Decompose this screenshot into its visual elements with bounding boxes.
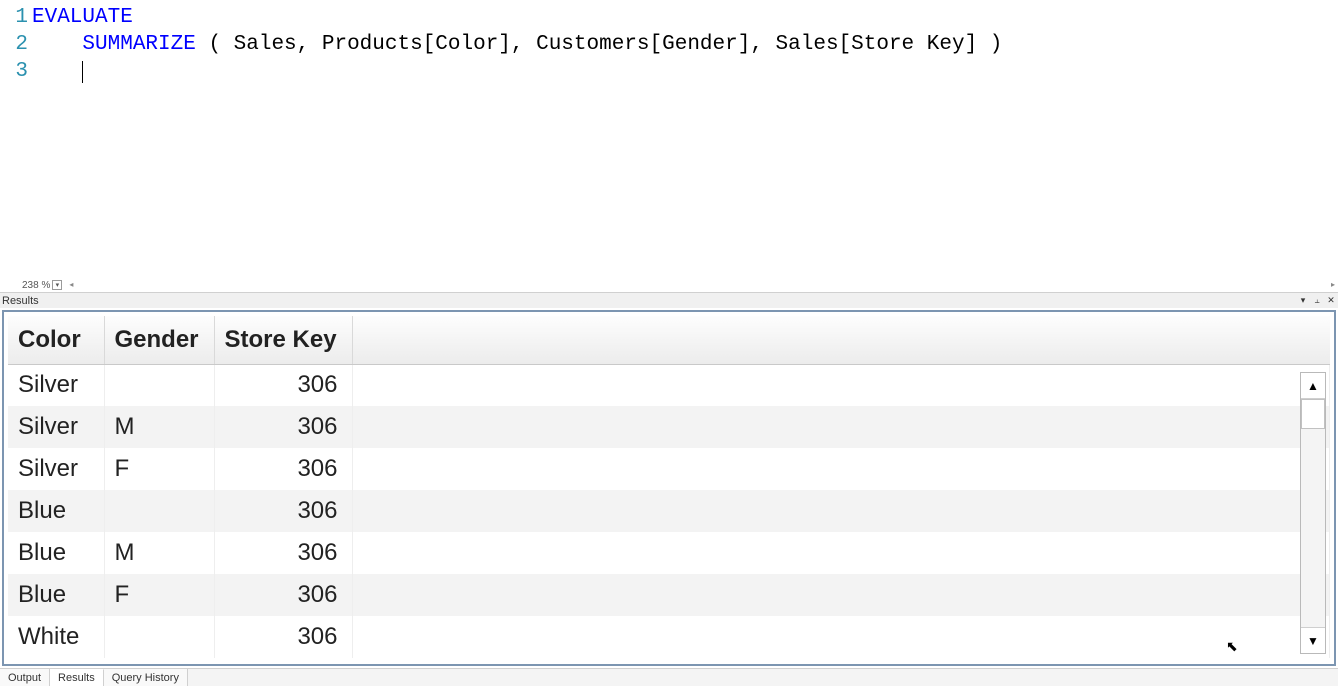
code-line[interactable]: 3: [0, 58, 1338, 85]
table-cell[interactable]: [104, 364, 214, 406]
table-cell[interactable]: [352, 490, 1330, 532]
hscroll-right-icon[interactable]: ▸: [1328, 280, 1338, 290]
table-cell[interactable]: 306: [214, 532, 352, 574]
text-cursor: [82, 61, 83, 83]
line-number: 2: [0, 31, 32, 58]
table-row[interactable]: Blue 306: [8, 490, 1330, 532]
table-row[interactable]: BlueM306: [8, 532, 1330, 574]
scroll-up-button[interactable]: ▲: [1301, 373, 1325, 399]
table-cell[interactable]: [352, 448, 1330, 490]
table-row[interactable]: SilverF306: [8, 448, 1330, 490]
table-cell[interactable]: [352, 616, 1330, 658]
table-cell[interactable]: Silver: [8, 364, 104, 406]
table-cell[interactable]: 306: [214, 574, 352, 616]
panel-pin-icon[interactable]: ⫠: [1310, 294, 1324, 308]
table-cell[interactable]: Blue: [8, 574, 104, 616]
table-cell[interactable]: F: [104, 448, 214, 490]
hscroll-left-icon[interactable]: ◂: [66, 280, 76, 290]
code-content[interactable]: [32, 58, 1338, 85]
scroll-down-button[interactable]: ▼: [1301, 627, 1325, 653]
results-panel-title: Results: [2, 295, 39, 307]
table-cell[interactable]: [104, 490, 214, 532]
table-cell[interactable]: 306: [214, 406, 352, 448]
code-line[interactable]: 1EVALUATE: [0, 4, 1338, 31]
editor-status-bar: 238 % ▾ ◂ ▸: [0, 278, 1338, 292]
results-grid-container: Color Gender Store Key Silver306SilverM3…: [2, 310, 1336, 666]
panel-close-icon[interactable]: ✕: [1324, 294, 1338, 308]
scroll-track[interactable]: [1301, 399, 1325, 627]
table-cell[interactable]: [352, 574, 1330, 616]
line-number: 1: [0, 4, 32, 31]
zoom-control[interactable]: 238 % ▾: [18, 280, 66, 291]
panel-menu-icon[interactable]: ▾: [1296, 294, 1310, 308]
col-header-empty: [352, 316, 1330, 364]
table-cell[interactable]: Blue: [8, 490, 104, 532]
tab-query-history[interactable]: Query History: [104, 669, 188, 686]
results-panel-header: Results ▾ ⫠ ✕: [0, 292, 1338, 308]
table-cell[interactable]: White: [8, 616, 104, 658]
table-row[interactable]: SilverM306: [8, 406, 1330, 448]
code-content[interactable]: SUMMARIZE ( Sales, Products[Color], Cust…: [32, 31, 1338, 58]
table-cell[interactable]: [352, 364, 1330, 406]
results-table[interactable]: Color Gender Store Key Silver306SilverM3…: [8, 316, 1330, 658]
code-line[interactable]: 2 SUMMARIZE ( Sales, Products[Color], Cu…: [0, 31, 1338, 58]
col-header-gender[interactable]: Gender: [104, 316, 214, 364]
table-cell[interactable]: [352, 532, 1330, 574]
table-cell[interactable]: [352, 406, 1330, 448]
code-lines[interactable]: 1EVALUATE2 SUMMARIZE ( Sales, Products[C…: [0, 0, 1338, 85]
hscroll-track[interactable]: [78, 280, 1326, 290]
table-header-row: Color Gender Store Key: [8, 316, 1330, 364]
scroll-thumb[interactable]: [1301, 399, 1325, 429]
table-row[interactable]: Silver 306: [8, 364, 1330, 406]
table-cell[interactable]: 306: [214, 616, 352, 658]
zoom-value: 238 %: [22, 280, 50, 291]
table-cell[interactable]: [104, 616, 214, 658]
table-cell[interactable]: F: [104, 574, 214, 616]
tab-results[interactable]: Results: [50, 669, 104, 686]
results-vscrollbar[interactable]: ▲ ▼: [1300, 372, 1326, 654]
table-cell[interactable]: 306: [214, 364, 352, 406]
col-header-storekey[interactable]: Store Key: [214, 316, 352, 364]
table-cell[interactable]: Blue: [8, 532, 104, 574]
table-row[interactable]: White 306: [8, 616, 1330, 658]
bottom-tab-strip: OutputResultsQuery History: [0, 668, 1338, 686]
zoom-dropdown-icon[interactable]: ▾: [52, 280, 62, 290]
table-cell[interactable]: Silver: [8, 406, 104, 448]
col-header-color[interactable]: Color: [8, 316, 104, 364]
table-cell[interactable]: Silver: [8, 448, 104, 490]
table-cell[interactable]: 306: [214, 448, 352, 490]
code-editor[interactable]: 1EVALUATE2 SUMMARIZE ( Sales, Products[C…: [0, 0, 1338, 292]
code-content[interactable]: EVALUATE: [32, 4, 1338, 31]
table-cell[interactable]: M: [104, 406, 214, 448]
line-number: 3: [0, 58, 32, 85]
tab-output[interactable]: Output: [0, 669, 50, 686]
table-cell[interactable]: M: [104, 532, 214, 574]
table-row[interactable]: BlueF306: [8, 574, 1330, 616]
table-cell[interactable]: 306: [214, 490, 352, 532]
